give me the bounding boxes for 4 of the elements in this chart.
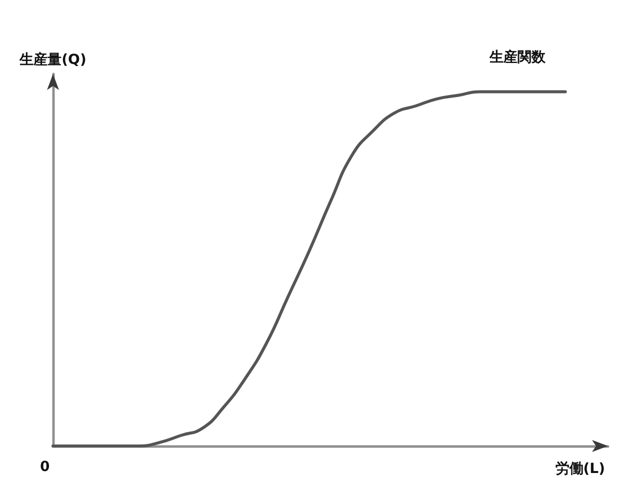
y-axis-title: 生産量(Q): [18, 51, 86, 68]
text: 0: [40, 459, 50, 475]
x-axis-title: 労働(L): [555, 461, 605, 477]
series-label: 生産関数: [488, 48, 546, 66]
